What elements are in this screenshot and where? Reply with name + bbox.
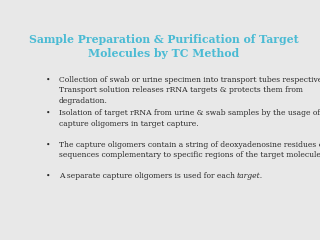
Text: A separate capture oligomers is used for each: A separate capture oligomers is used for… [59,172,237,180]
Text: •: • [46,141,51,149]
Text: •: • [46,76,51,84]
Text: target.: target. [237,172,263,180]
Text: Sample Preparation & Purification of Target
Molecules by TC Method: Sample Preparation & Purification of Tar… [29,34,299,59]
Text: Isolation of target rRNA from urine & swab samples by the usage of
capture oligo: Isolation of target rRNA from urine & sw… [59,109,320,128]
Text: Collection of swab or urine specimen into transport tubes respectively.
Transpor: Collection of swab or urine specimen int… [59,76,320,105]
Text: •: • [46,109,51,117]
Text: The capture oligomers contain a string of deoxyadenosine residues &
sequences co: The capture oligomers contain a string o… [59,141,320,159]
Text: •: • [46,172,51,180]
